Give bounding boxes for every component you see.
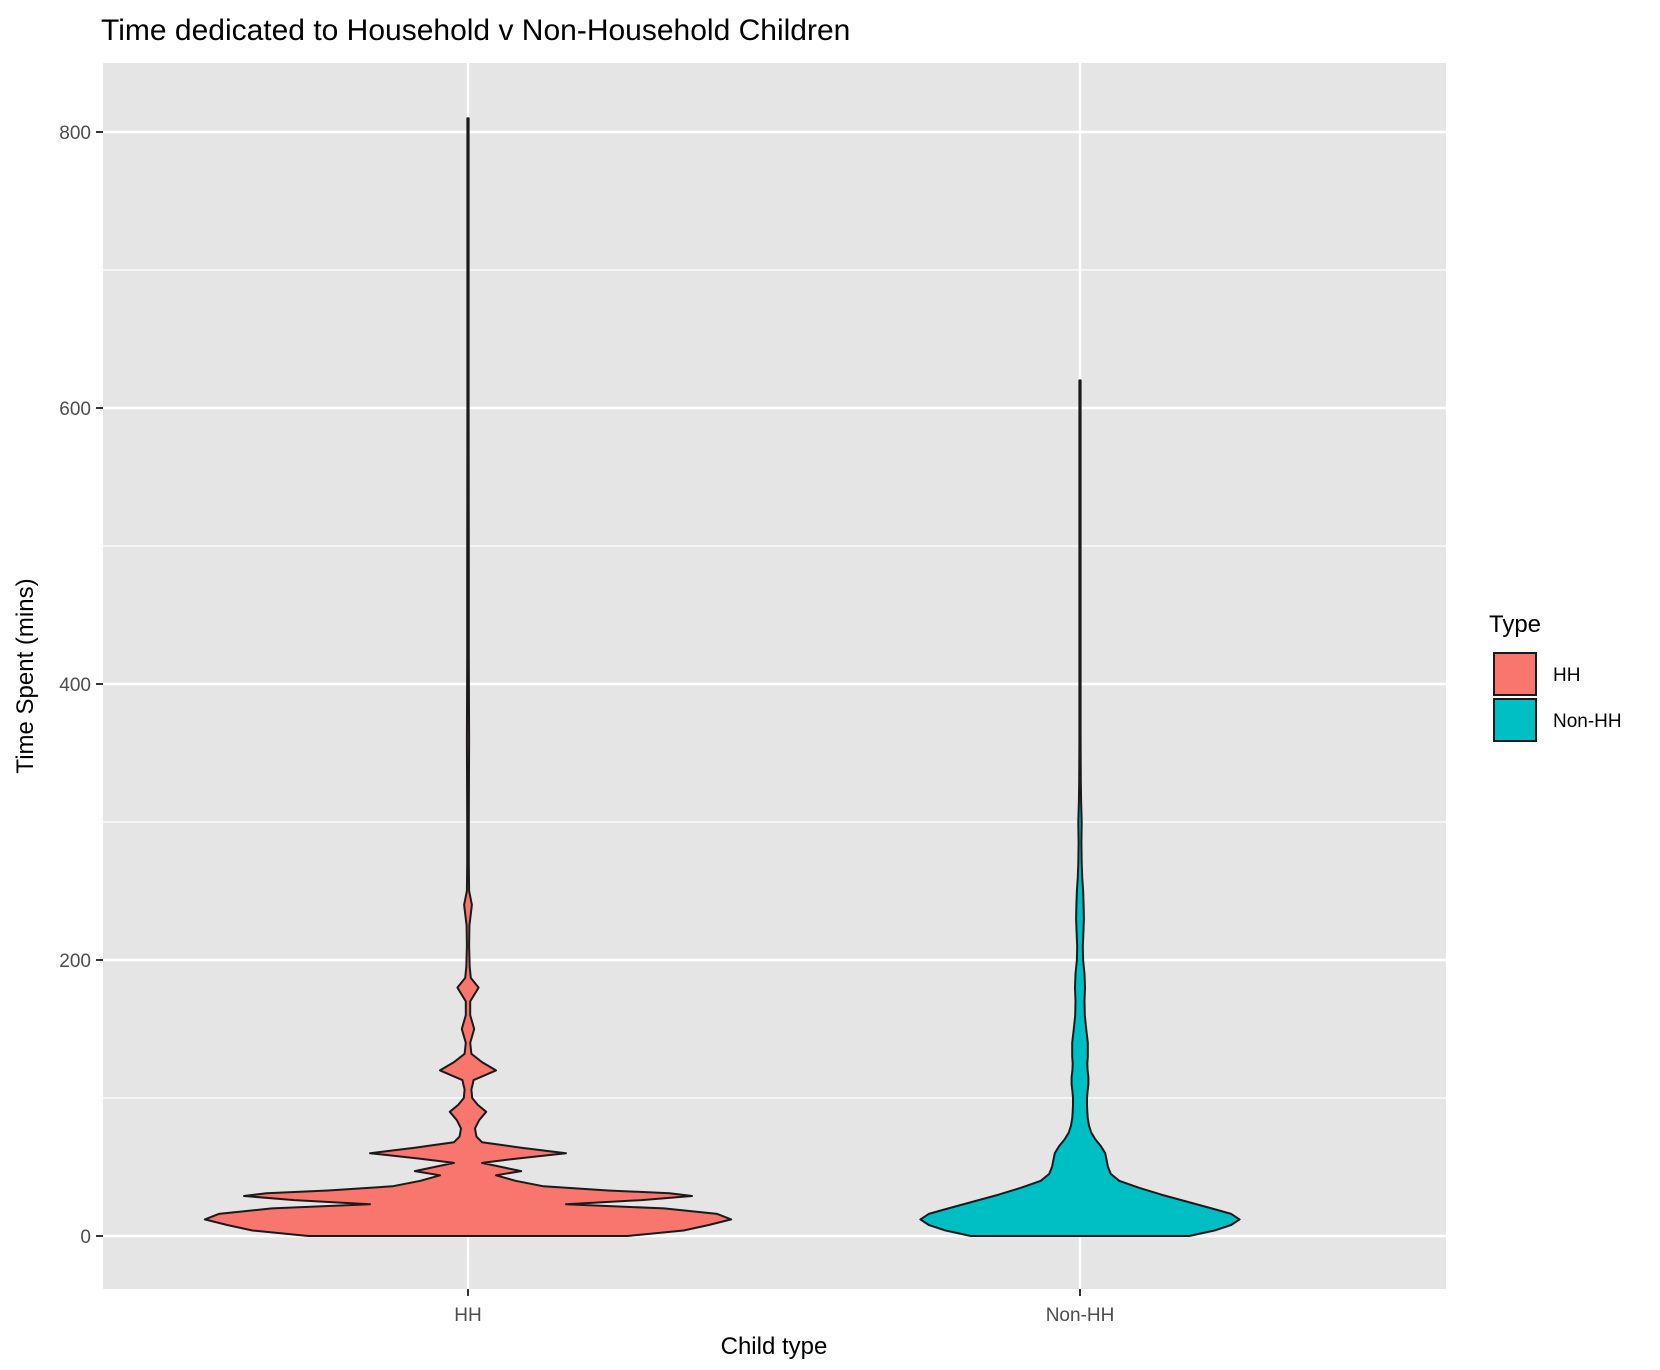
- y-tick-label: 800: [59, 123, 91, 144]
- x-tick-label: HH: [454, 1305, 481, 1326]
- violins: [203, 117, 1241, 1237]
- legend-label: HH: [1553, 665, 1580, 686]
- x-tick-label: Non-HH: [1046, 1305, 1115, 1326]
- minor-gridlines: [103, 269, 1446, 1099]
- plot-panel: [103, 63, 1446, 1289]
- x-axis: HH Non-HH: [454, 1289, 1114, 1326]
- legend-label: Non-HH: [1553, 711, 1622, 732]
- y-axis: 0 200 400 600 800: [59, 123, 103, 1248]
- y-tick-label: 600: [59, 399, 91, 420]
- y-tick-label: 200: [59, 951, 91, 972]
- legend-title: Type: [1489, 611, 1541, 638]
- y-axis-title: Time Spent (mins): [12, 578, 39, 773]
- legend: Type HH Non-HH: [1489, 611, 1622, 742]
- y-tick-label: 400: [59, 675, 91, 696]
- violin-non-hh: [919, 379, 1241, 1237]
- x-axis-title: Child type: [721, 1333, 828, 1360]
- y-tick-label: 0: [80, 1227, 91, 1248]
- legend-key: [1493, 652, 1537, 696]
- legend-key: [1493, 698, 1537, 742]
- violin-hh: [203, 117, 733, 1237]
- chart-title: Time dedicated to Household v Non-Househ…: [101, 14, 850, 47]
